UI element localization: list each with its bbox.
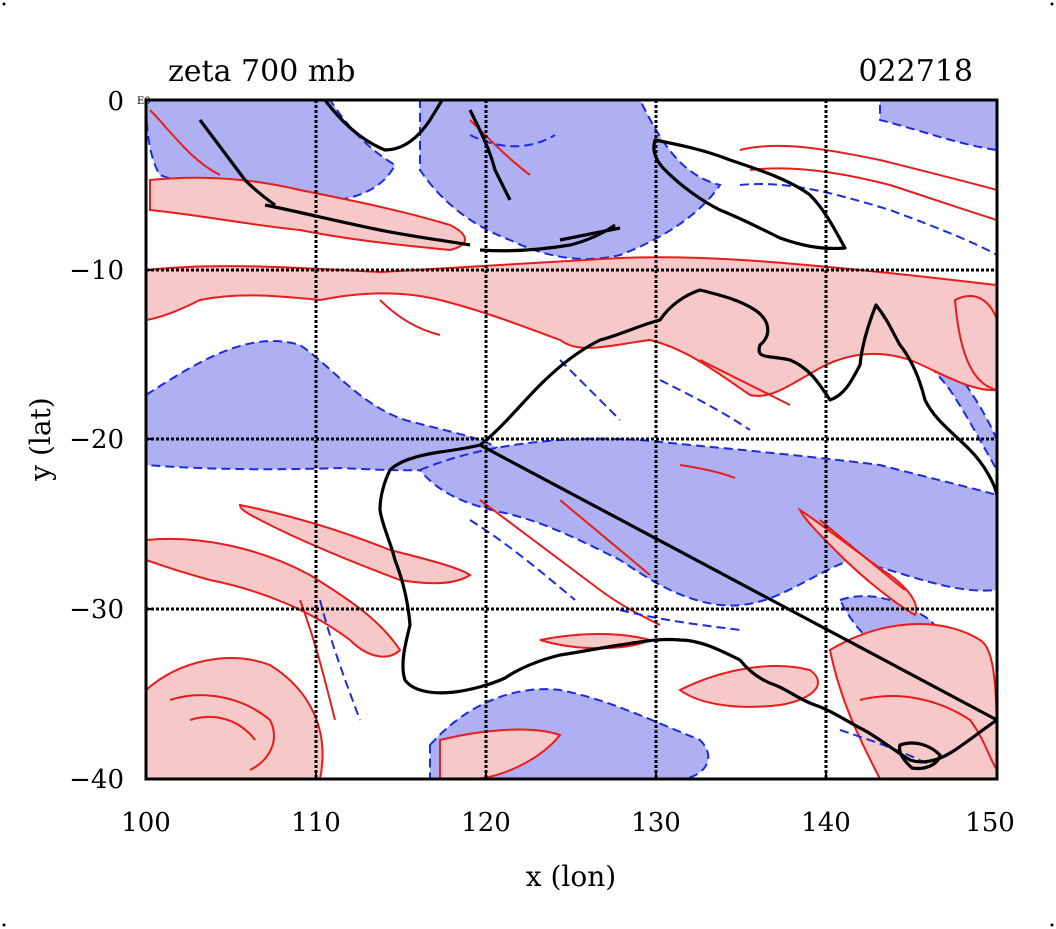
blue-region-northeast: [879, 100, 997, 152]
blue-contour: [469, 519, 576, 601]
red-streak-southern-ocean: [678, 665, 819, 708]
y-tick-label: −40: [69, 765, 124, 795]
blue-contour: [469, 134, 556, 148]
x-tick-label: 150: [965, 808, 1015, 838]
red-swirl-southwest: [146, 657, 324, 779]
x-tick-label: 140: [801, 808, 851, 838]
red-contour: [379, 299, 441, 336]
corner-mark: E0: [137, 96, 151, 107]
java-coastline: [264, 203, 471, 247]
y-tick-label: −20: [69, 425, 124, 455]
negative-vorticity-regions: [146, 100, 997, 779]
red-tongue-west: [238, 503, 472, 585]
x-tick-label: 110: [291, 808, 341, 838]
y-tick-label: −30: [69, 595, 124, 625]
coastlines: [198, 100, 997, 771]
y-tick-labels: 0 −10 −20 −30 −40: [69, 87, 124, 795]
blue-contour: [319, 599, 361, 721]
red-contour: [749, 167, 997, 221]
red-contour: [299, 599, 336, 721]
y-tick-label: −10: [69, 256, 124, 286]
red-contour: [679, 464, 736, 479]
x-tick-label: 130: [631, 808, 681, 838]
red-contour: [819, 519, 906, 591]
x-tick-label: 100: [121, 808, 171, 838]
blue-region-north-center: [419, 100, 722, 261]
x-axis-label: x (lon): [526, 860, 616, 893]
x-tick-label: 120: [461, 808, 511, 838]
red-contour: [189, 715, 256, 741]
red-contour: [169, 694, 275, 771]
sumatra-coastline: [198, 119, 276, 207]
australia-coastline: [378, 288, 997, 764]
y-tick-label: 0: [107, 87, 124, 117]
x-tick-labels: 100 110 120 130 140 150: [121, 808, 1015, 838]
red-contour: [559, 499, 651, 576]
red-contour: [699, 359, 791, 406]
map-title: zeta 700 mb: [168, 54, 356, 89]
graticule: [146, 100, 997, 779]
blue-contour: [619, 609, 741, 631]
tasmania-coastline: [897, 741, 942, 771]
contour-lines: [149, 109, 997, 771]
sulawesi-coastline: [468, 109, 512, 201]
plot-area: [146, 100, 997, 779]
blue-contour: [559, 359, 621, 421]
red-contour: [469, 119, 531, 176]
y-axis-label: y (lat): [24, 397, 57, 481]
red-contour: [149, 109, 221, 176]
timor-coastline: [559, 226, 621, 242]
red-band-north: [146, 256, 997, 397]
red-contour: [739, 144, 997, 191]
map-timestamp: 022718: [858, 54, 973, 89]
red-band-indian-ocean: [146, 537, 402, 658]
tick-marks: [146, 269, 827, 779]
borneo-coastline: [323, 100, 444, 152]
red-contour: [859, 695, 997, 771]
blue-region-center: [418, 437, 997, 607]
blue-contour: [739, 183, 997, 256]
blue-contour: [659, 379, 751, 431]
new-guinea-coastline: [652, 138, 847, 251]
